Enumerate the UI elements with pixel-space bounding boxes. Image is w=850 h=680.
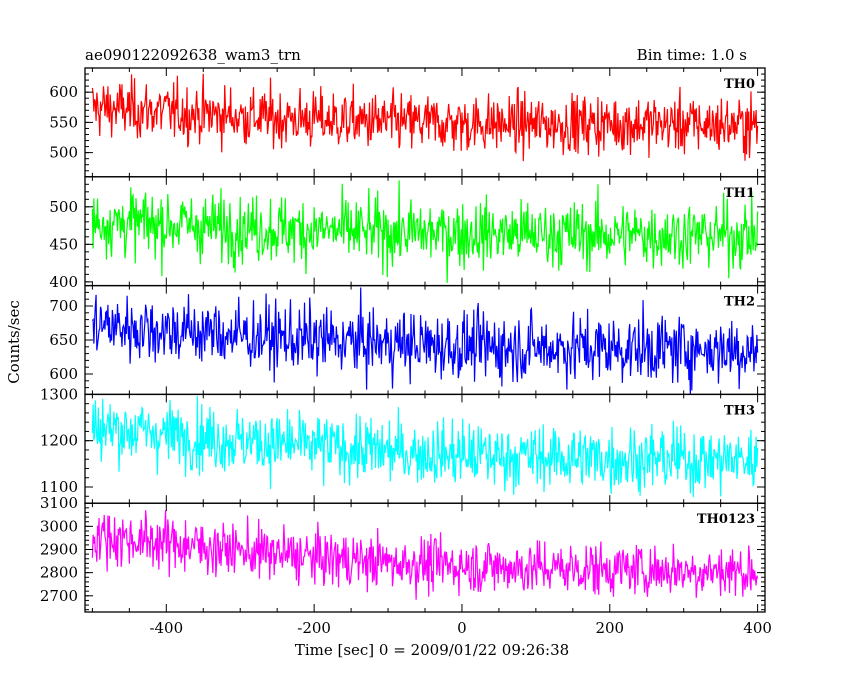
x-axis-label: Time [sec] 0 = 2009/01/22 09:26:38	[295, 641, 569, 659]
series-line-th0123	[91, 510, 759, 600]
y-tick-label: 2700	[40, 587, 78, 605]
y-tick-label: 700	[49, 297, 78, 315]
y-tick-label: 2900	[40, 540, 78, 558]
series-line-th0	[91, 73, 759, 162]
y-tick-label: 3000	[40, 517, 78, 535]
x-tick-label: -200	[297, 619, 331, 637]
y-tick-label: 3100	[40, 494, 78, 512]
y-tick-label: 650	[49, 331, 78, 349]
y-tick-label: 600	[49, 83, 78, 101]
panel-label-th0: TH0	[724, 77, 755, 92]
series-line-th2	[91, 287, 759, 395]
y-tick-label: 1200	[40, 432, 78, 450]
panel-th3: 1100 1200 1300 TH3	[40, 385, 766, 504]
x-axis: -400 -200 0 200 400	[149, 619, 771, 637]
y-tick-label: 1300	[40, 385, 78, 403]
y-tick-label: 400	[49, 273, 78, 291]
panel-label-th2: TH2	[724, 295, 755, 310]
panel-label-th0123: TH0123	[697, 512, 755, 527]
panel-th2: 600 650 700 TH2	[49, 284, 766, 396]
bin-time-label: Bin time: 1.0 s	[637, 46, 747, 64]
y-tick-label: 600	[49, 365, 78, 383]
y-tick-label: 550	[49, 113, 78, 131]
panel-label-th1: TH1	[724, 186, 755, 201]
y-tick-label: 1100	[40, 478, 78, 496]
chart-title: ae090122092638_wam3_trn	[85, 46, 301, 64]
x-tick-label: 200	[595, 619, 624, 637]
y-tick-label: 500	[49, 144, 78, 162]
y-tick-label: 450	[49, 235, 78, 253]
series-line-th3	[91, 395, 759, 498]
y-tick-label: 2800	[40, 564, 78, 582]
x-tick-label: 0	[457, 619, 467, 637]
series-line-th1	[91, 180, 759, 283]
y-tick-label: 500	[49, 198, 78, 216]
panel-th0123: 2700 2800 2900 3000 3100 TH0123	[40, 494, 766, 613]
panels-group: 500 550 600 TH0 400 450 500 TH1 600 650 700 TH2 1100…	[40, 67, 766, 613]
panel-th1: 400 450 500 TH1	[49, 176, 766, 291]
x-tick-label: -400	[149, 619, 183, 637]
panel-label-th3: TH3	[724, 403, 755, 418]
y-axis-label: Counts/sec	[5, 300, 23, 384]
panel-th0: 500 550 600 TH0	[49, 67, 766, 178]
x-tick-label: 400	[743, 619, 772, 637]
